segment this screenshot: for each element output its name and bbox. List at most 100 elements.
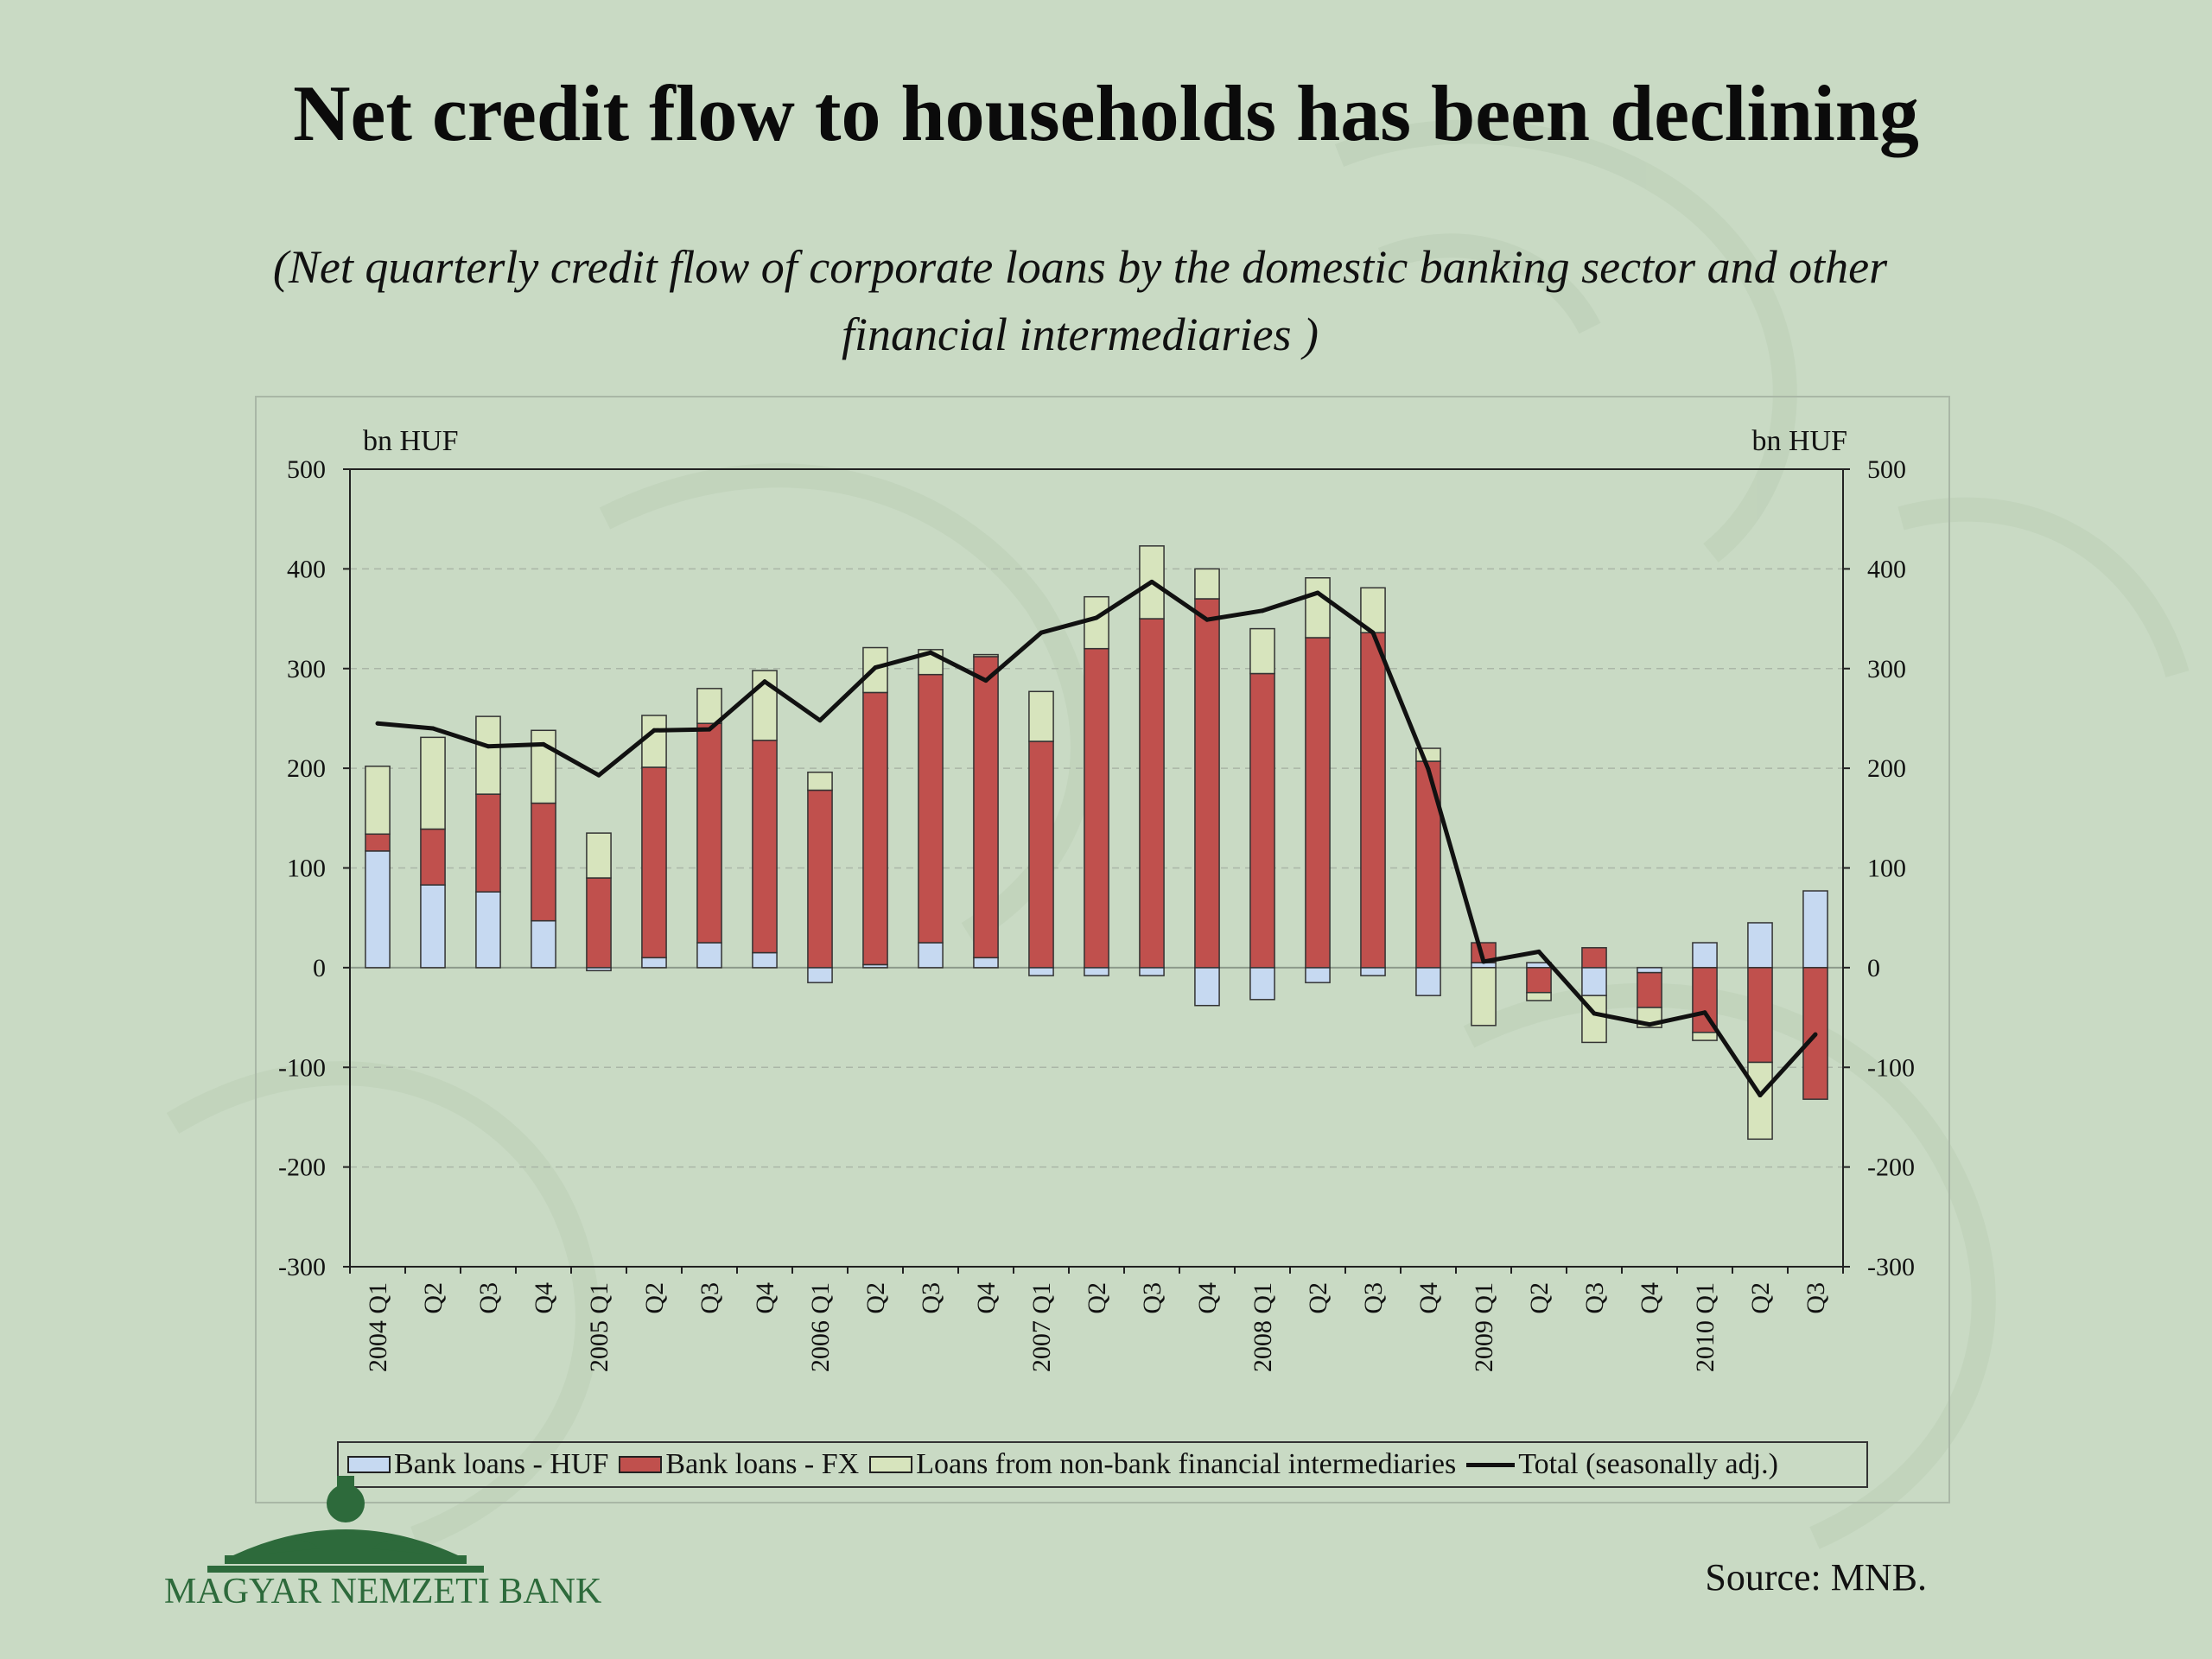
bar-nonbank	[586, 832, 612, 879]
x-tick-label: Q2	[1746, 1282, 1775, 1314]
total-point	[762, 679, 767, 684]
legend-swatch-total	[1466, 1462, 1516, 1467]
total-point	[1149, 579, 1154, 584]
x-tick-label: 2009 Q1	[1470, 1282, 1498, 1372]
total-point	[1481, 959, 1486, 964]
source-note: Source: MNB.	[1705, 1556, 1927, 1599]
chart-subtitle: (Net quarterly credit flow of corporate …	[272, 241, 1888, 360]
x-tick-label: 2007 Q1	[1027, 1282, 1056, 1372]
y-tick-label-right: -300	[1867, 1253, 1915, 1281]
bar-nonbank	[1028, 690, 1054, 742]
bar-huf	[1194, 967, 1220, 1007]
x-tick-label: Q3	[696, 1282, 724, 1314]
bar-fx	[1139, 618, 1165, 969]
page-title: Net credit flow to households has been d…	[293, 69, 1919, 157]
total-point	[928, 650, 933, 655]
total-point	[707, 727, 712, 732]
bar-huf	[1139, 967, 1165, 976]
x-tick-label: Q2	[1525, 1282, 1554, 1314]
bar-nonbank	[531, 729, 556, 804]
bar-fx	[1747, 967, 1773, 1064]
total-point	[1426, 766, 1431, 772]
total-point	[1370, 630, 1376, 635]
x-tick-label: Q4	[530, 1282, 558, 1314]
bar-huf	[1028, 967, 1054, 976]
bank-logo-text: MAGYAR NEMZETI BANK	[164, 1572, 602, 1611]
x-tick-label: Q3	[917, 1282, 945, 1314]
x-tick-label: Q2	[419, 1282, 448, 1314]
total-point	[1647, 1022, 1652, 1027]
bar-nonbank	[973, 653, 999, 658]
bar-huf	[1637, 967, 1662, 974]
total-point	[652, 728, 657, 733]
x-tick-label: Q4	[1636, 1282, 1664, 1314]
bar-huf	[973, 957, 999, 969]
bar-nonbank	[420, 736, 446, 830]
total-point	[1260, 608, 1265, 613]
total-point	[983, 678, 988, 683]
bar-fx	[365, 833, 391, 852]
bar-nonbank	[807, 771, 833, 791]
bar-nonbank	[1747, 1061, 1773, 1141]
bar-nonbank	[641, 715, 667, 768]
x-tick-label: Q4	[751, 1282, 779, 1314]
bar-huf	[531, 919, 556, 969]
total-point	[1592, 1011, 1597, 1016]
x-tick-label: Q2	[640, 1282, 669, 1314]
y-tick-label-right: 400	[1867, 555, 1906, 583]
x-tick-label: Q3	[1802, 1282, 1830, 1314]
legend-item-total: Total (seasonally adj.)	[1466, 1448, 1778, 1481]
x-tick-label: 2008 Q1	[1249, 1282, 1277, 1372]
bar-fx	[973, 656, 999, 959]
bar-huf	[1305, 967, 1331, 983]
bar-fx	[1194, 598, 1220, 969]
y-tick-label-left: -100	[278, 1053, 326, 1082]
bar-nonbank	[1084, 595, 1109, 650]
bank-logo-emblem	[207, 1476, 484, 1573]
bar-huf	[807, 967, 833, 983]
y-tick-label-right: 100	[1867, 855, 1906, 883]
x-tick-label: 2004 Q1	[364, 1282, 392, 1372]
y-tick-label-right: 200	[1867, 754, 1906, 783]
total-point	[375, 721, 380, 726]
legend-label-nonbank: Loans from non-bank financial intermedia…	[916, 1448, 1457, 1480]
bar-fx	[641, 766, 667, 959]
y-tick-label-right: -100	[1867, 1053, 1915, 1082]
bar-huf	[1249, 967, 1275, 1001]
y-tick-label-left: -300	[278, 1253, 326, 1281]
bar-fx	[918, 673, 944, 944]
total-point	[817, 718, 823, 723]
total-point	[1813, 1032, 1818, 1037]
legend-item-huf: Bank loans - HUF	[347, 1448, 608, 1481]
bar-huf	[1360, 967, 1386, 976]
total-point	[596, 772, 601, 778]
bar-nonbank	[1194, 568, 1220, 600]
bar-nonbank	[1305, 577, 1331, 639]
x-tick-label: Q3	[1359, 1282, 1388, 1314]
y-tick-label-right: 500	[1867, 455, 1906, 484]
bar-nonbank	[1526, 991, 1552, 1001]
x-tick-label: Q3	[1580, 1282, 1609, 1314]
y-tick-label-left: 200	[287, 754, 326, 783]
x-tick-label: Q4	[1193, 1282, 1222, 1314]
bar-huf	[1802, 890, 1828, 969]
bar-huf	[1581, 967, 1607, 996]
bar-fx	[1084, 647, 1109, 969]
legend-label-total: Total (seasonally adj.)	[1518, 1448, 1778, 1480]
bar-nonbank	[1249, 627, 1275, 675]
x-tick-label: 2005 Q1	[585, 1282, 613, 1372]
right-unit-label: bn HUF	[1751, 425, 1847, 457]
y-tick-label-left: 0	[313, 954, 326, 982]
bar-nonbank	[696, 688, 722, 724]
x-tick-label: Q4	[972, 1282, 1001, 1314]
legend-swatch-nonbank	[869, 1456, 913, 1473]
y-tick-label-left: -200	[278, 1154, 326, 1182]
bar-huf	[1084, 967, 1109, 976]
x-tick-label: Q2	[1304, 1282, 1332, 1314]
legend-swatch-fx	[619, 1456, 663, 1473]
bar-huf	[918, 942, 944, 969]
bar-nonbank	[475, 715, 501, 795]
bar-fx	[475, 793, 501, 893]
total-point	[1315, 590, 1320, 595]
